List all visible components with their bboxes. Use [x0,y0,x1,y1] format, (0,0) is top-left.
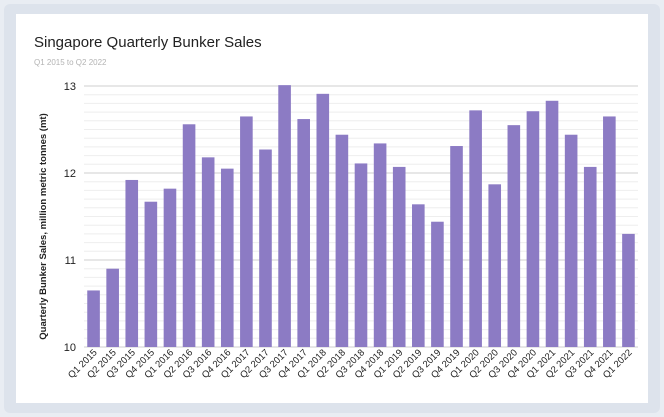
bar [259,149,272,347]
bar [469,110,482,347]
y-tick-label: 11 [65,255,76,267]
bar [583,166,597,347]
bar [488,184,502,347]
bar [564,134,578,347]
bar [87,290,100,347]
bar [507,125,521,348]
bar [106,268,119,347]
bar [526,111,540,347]
y-tick-label: 12 [64,168,76,180]
bar [182,124,196,347]
bar [316,93,330,347]
bar [144,201,158,347]
chart-title: Singapore Quarterly Bunker Sales [34,34,262,51]
y-tick-label: 10 [64,342,76,354]
bar [335,134,349,347]
y-tick-label: 13 [64,81,76,93]
bar [431,221,444,347]
bar [603,116,616,347]
bar [545,100,559,347]
bar [240,116,253,347]
bar [622,233,635,347]
bar [412,204,425,347]
bar [163,188,177,347]
y-axis-label: Quarterly Bunker Sales, million metric t… [38,113,49,339]
bar [392,166,406,347]
bar [201,157,215,347]
bar [450,146,463,347]
chart-card: Singapore Quarterly Bunker Sales Q1 2015… [16,14,648,403]
bar [354,163,368,347]
chart-frame: Singapore Quarterly Bunker Sales Q1 2015… [4,4,660,413]
bar [373,143,387,347]
bar [297,119,310,347]
bar [278,85,291,347]
bar [125,179,139,347]
bar [220,168,234,347]
chart-subtitle: Q1 2015 to Q2 2022 [34,58,107,67]
